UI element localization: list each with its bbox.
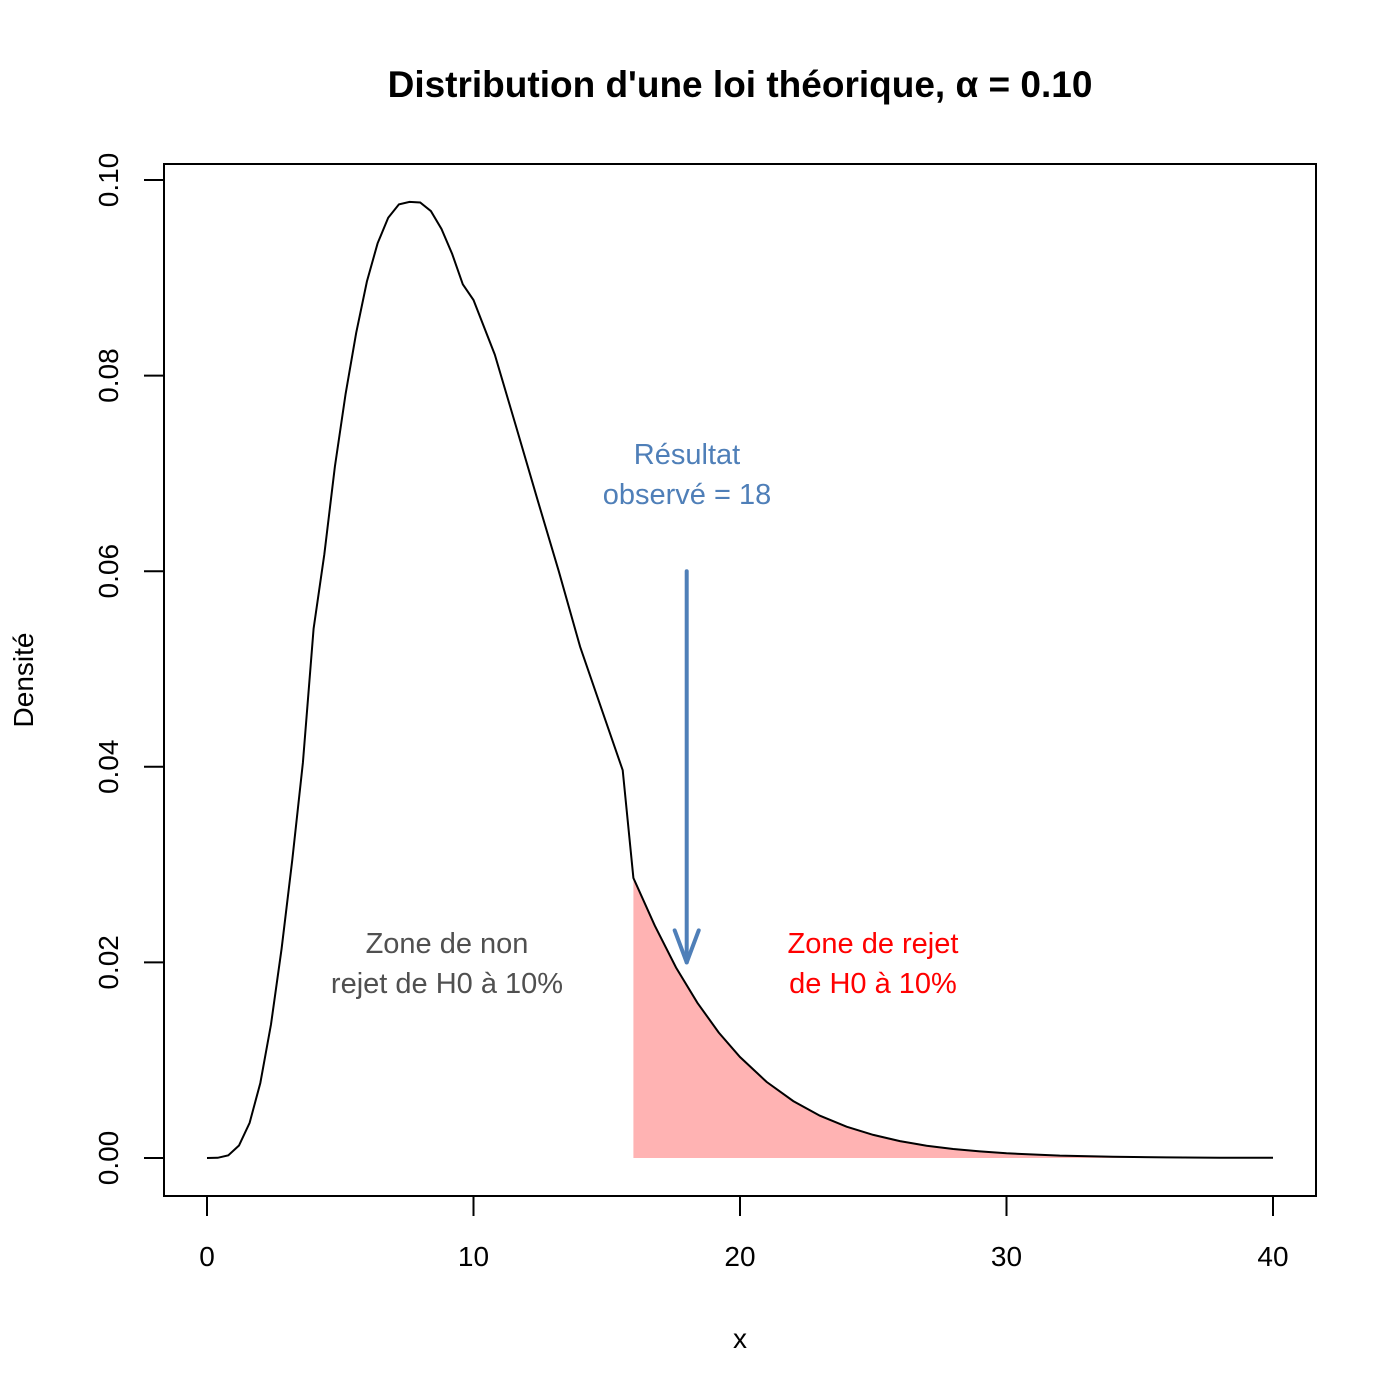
x-tick-label: 20 bbox=[724, 1241, 755, 1272]
observed-label-line2: observé = 18 bbox=[603, 479, 771, 511]
x-axis-label: x bbox=[733, 1323, 747, 1354]
y-tick-label: 0.10 bbox=[93, 153, 124, 208]
y-tick-label: 0.00 bbox=[93, 1131, 124, 1186]
nonreject-label-line2: rejet de H0 à 10% bbox=[331, 968, 563, 1000]
x-tick-label: 10 bbox=[458, 1241, 489, 1272]
x-tick-label: 30 bbox=[991, 1241, 1022, 1272]
x-tick-label: 40 bbox=[1257, 1241, 1288, 1272]
reject-label-line2: de H0 à 10% bbox=[789, 968, 957, 1000]
reject-label-line1: Zone de rejet bbox=[788, 928, 959, 960]
y-axis-label: Densité bbox=[8, 633, 39, 728]
y-tick-label: 0.04 bbox=[93, 740, 124, 795]
x-tick-label: 0 bbox=[199, 1241, 215, 1272]
rejection-zone-area bbox=[633, 877, 1273, 1158]
y-tick-label: 0.08 bbox=[93, 348, 124, 403]
nonreject-label-line1: Zone de non bbox=[366, 928, 529, 960]
density-curve bbox=[206, 200, 1274, 1159]
y-tick-label: 0.02 bbox=[93, 935, 124, 990]
chart-title: Distribution d'une loi théorique, α = 0.… bbox=[388, 64, 1093, 105]
observed-label-line1: Résultat bbox=[634, 439, 740, 471]
observed-arrow-head bbox=[672, 928, 701, 965]
y-tick-label: 0.06 bbox=[93, 544, 124, 599]
